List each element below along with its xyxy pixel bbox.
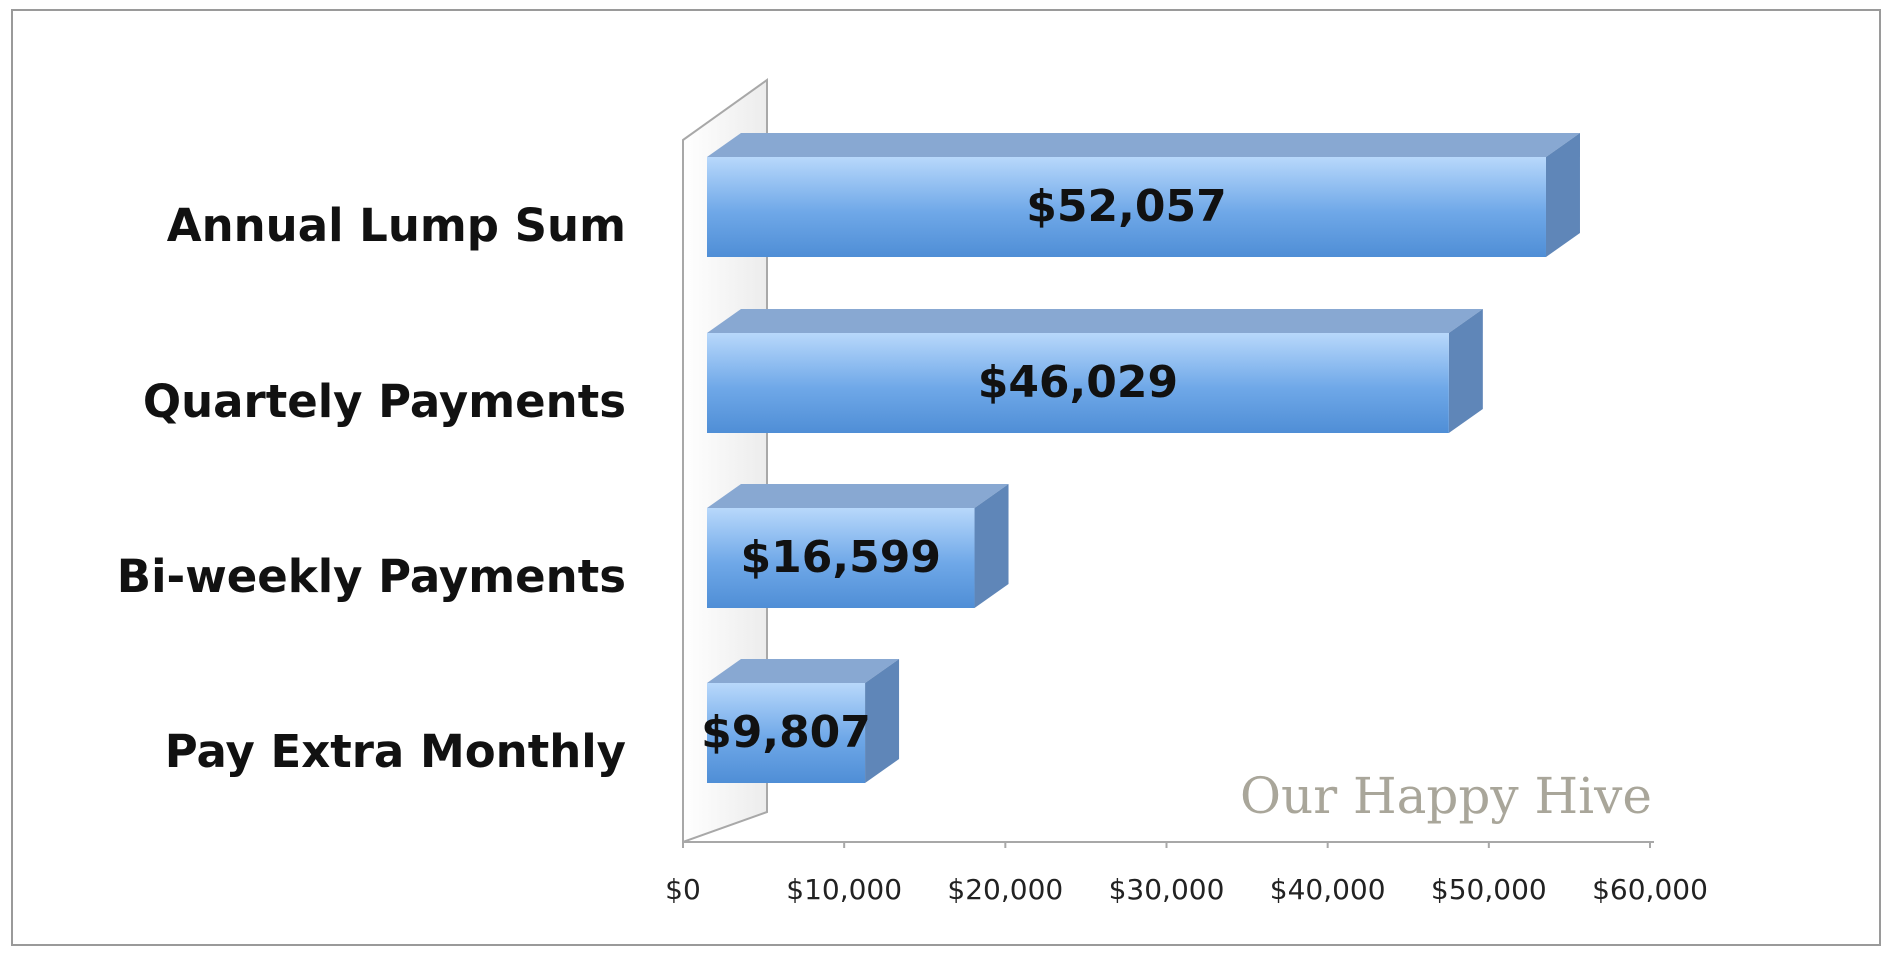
back-wall: [682, 78, 768, 844]
category-label: Annual Lump Sum: [167, 199, 626, 252]
bar-group: $16,599: [707, 484, 1009, 608]
x-tick-label: $50,000: [1431, 873, 1547, 906]
bar-side: [1448, 309, 1483, 433]
category-label: Bi-weekly Payments: [117, 550, 626, 603]
bar: [707, 333, 1449, 433]
x-tick-label: $0: [665, 873, 701, 906]
watermark: Our Happy Hive: [1240, 767, 1652, 825]
x-tick-label: $60,000: [1592, 873, 1708, 906]
bar-value-label: $9,807: [701, 707, 871, 758]
bar-value-label: $46,029: [978, 357, 1178, 408]
bar-value-label: $16,599: [741, 532, 941, 583]
bar: [707, 683, 866, 783]
x-tick-label: $40,000: [1270, 873, 1386, 906]
category-label: Pay Extra Monthly: [165, 725, 626, 778]
x-tick-label: $10,000: [786, 873, 902, 906]
bar-top: [707, 133, 1580, 157]
bar-value-label: $52,057: [1026, 181, 1226, 232]
bar-group: $46,029: [707, 309, 1483, 433]
bar-top: [707, 484, 1009, 508]
bar: [707, 508, 975, 608]
bar-top: [707, 659, 900, 683]
bar: [707, 157, 1546, 257]
bar-top: [707, 309, 1483, 333]
bar-side: [974, 484, 1009, 608]
x-tick-label: $20,000: [947, 873, 1063, 906]
bar-side: [865, 659, 900, 783]
bar-group: $9,807: [701, 659, 900, 783]
bar-side: [1545, 133, 1580, 257]
x-tick-label: $30,000: [1109, 873, 1225, 906]
bar-group: $52,057: [707, 133, 1580, 257]
category-label: Quartely Payments: [143, 375, 626, 428]
